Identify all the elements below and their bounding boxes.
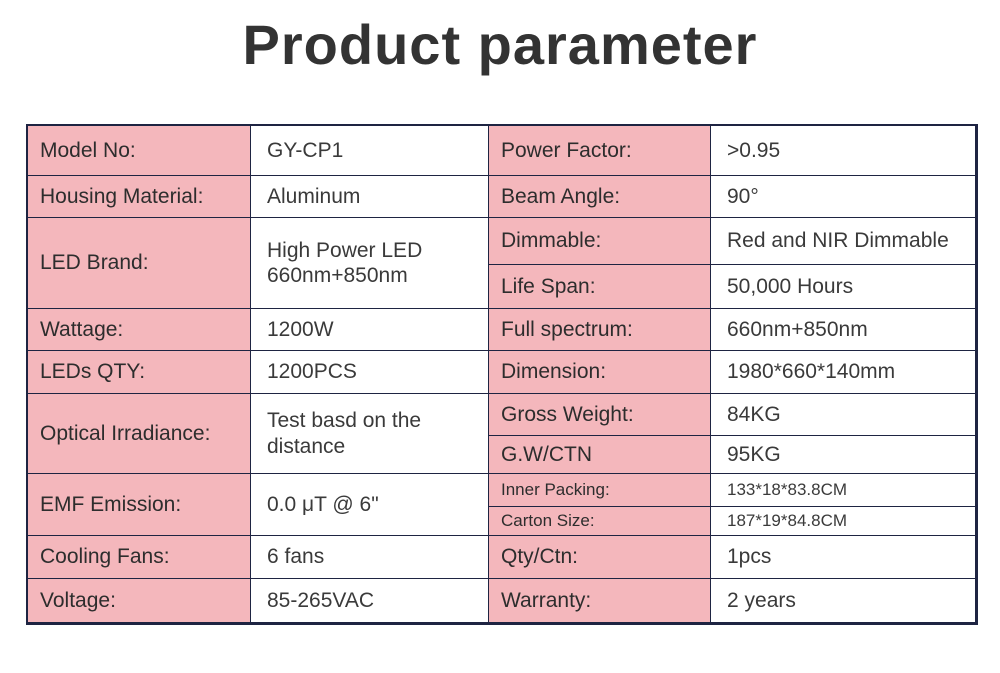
param-label: Dimmable: xyxy=(489,218,711,265)
cell-text: 133*18*83.8CM xyxy=(727,479,848,499)
cell-text: Qty/Ctn: xyxy=(501,545,579,569)
param-label: Full spectrum: xyxy=(489,309,711,351)
param-value: 2 years xyxy=(711,579,976,623)
cell-text: Warranty: xyxy=(501,588,592,612)
cell-text: 1200W xyxy=(267,317,334,341)
cell-text: Gross Weight: xyxy=(501,402,634,426)
param-label: G.W/CTN xyxy=(489,436,711,474)
param-label: Gross Weight: xyxy=(489,394,711,436)
param-label: LEDs QTY: xyxy=(28,351,251,394)
param-value: 187*19*84.8CM xyxy=(711,507,976,536)
param-label: Beam Angle: xyxy=(489,176,711,218)
cell-text: Housing Material: xyxy=(40,184,204,208)
title: Product parameter xyxy=(242,13,758,76)
param-value: Aluminum xyxy=(251,176,489,218)
param-label: Model No: xyxy=(28,126,251,176)
param-value: 1200W xyxy=(251,309,489,351)
cell-text: 660nm+850nm xyxy=(727,317,868,341)
cell-text: 84KG xyxy=(727,402,781,426)
param-label: Power Factor: xyxy=(489,126,711,176)
param-value: 1200PCS xyxy=(251,351,489,394)
cell-text: Voltage: xyxy=(40,588,116,612)
cell-text: 6 fans xyxy=(267,545,325,569)
cell-text: 95KG xyxy=(727,442,781,466)
param-value: 133*18*83.8CM xyxy=(711,474,976,507)
cell-text: GY-CP1 xyxy=(267,138,344,162)
text-line: 660nm+850nm xyxy=(267,264,408,287)
param-value: 0.0 μT @ 6" xyxy=(251,474,489,536)
param-value: 50,000 Hours xyxy=(711,265,976,309)
cell-text: Dimension: xyxy=(501,360,607,384)
param-value: 6 fans xyxy=(251,536,489,579)
param-value: 95KG xyxy=(711,436,976,474)
cell-text: Full spectrum: xyxy=(501,317,633,341)
param-value: 1980*660*140mm xyxy=(711,351,976,394)
param-value: 1pcs xyxy=(711,536,976,579)
cell-text: 90° xyxy=(727,184,759,208)
param-label: Inner Packing: xyxy=(489,474,711,507)
param-label: Warranty: xyxy=(489,579,711,623)
cell-text: EMF Emission: xyxy=(40,492,182,516)
cell-text: 1pcs xyxy=(727,545,772,569)
param-label: LED Brand: xyxy=(28,218,251,309)
cell-text: Inner Packing: xyxy=(501,479,610,499)
cell-text: 1980*660*140mm xyxy=(727,360,896,384)
param-label: Dimension: xyxy=(489,351,711,394)
cell-text: Life Span: xyxy=(501,274,596,298)
cell-text: Cooling Fans: xyxy=(40,545,170,569)
param-label: Housing Material: xyxy=(28,176,251,218)
cell-text: Power Factor: xyxy=(501,138,632,162)
cell-text: 50,000 Hours xyxy=(727,274,854,298)
cell-text: 1200PCS xyxy=(267,360,357,384)
cell-text: Aluminum xyxy=(267,184,361,208)
cell-text: Test basd on the distance xyxy=(267,409,422,458)
cell-text: 0.0 μT @ 6" xyxy=(267,492,379,516)
cell-text: 2 years xyxy=(727,588,796,612)
cell-text: Model No: xyxy=(40,138,136,162)
cell-text: Optical Irradiance: xyxy=(40,421,211,445)
param-value: >0.95 xyxy=(711,126,976,176)
param-value: 84KG xyxy=(711,394,976,436)
param-value: Test basd on the distance xyxy=(251,394,489,474)
text-line: High Power LED xyxy=(267,238,423,262)
cell-text: Beam Angle: xyxy=(501,184,621,208)
param-value: 660nm+850nm xyxy=(711,309,976,351)
cell-text: 187*19*84.8CM xyxy=(727,510,848,530)
cell-text: Wattage: xyxy=(40,317,124,341)
param-value: 90° xyxy=(711,176,976,218)
param-value: GY-CP1 xyxy=(251,126,489,176)
cell-text: Carton Size: xyxy=(501,510,595,530)
param-label: Voltage: xyxy=(28,579,251,623)
param-value: Red and NIR Dimmable xyxy=(711,218,976,265)
param-value: 85-265VAC xyxy=(251,579,489,623)
cell-text: LED Brand: xyxy=(40,251,149,275)
cell-text: G.W/CTN xyxy=(501,442,592,466)
param-label: Qty/Ctn: xyxy=(489,536,711,579)
cell-text: Dimmable: xyxy=(501,229,602,253)
param-label: Optical Irradiance: xyxy=(28,394,251,474)
param-value: High Power LED 660nm+850nm xyxy=(251,218,489,309)
param-label: Cooling Fans: xyxy=(28,536,251,579)
cell-text: LEDs QTY: xyxy=(40,360,146,384)
cell-text: Red and NIR Dimmable xyxy=(727,229,949,253)
cell-text: High Power LED 660nm+850nm xyxy=(267,238,422,288)
cell-text: 85-265VAC xyxy=(267,588,375,612)
param-label: Carton Size: xyxy=(489,507,711,536)
cell-text: >0.95 xyxy=(727,138,781,162)
parameter-table: Model No: GY-CP1 Housing Material: Aluminum… xyxy=(26,124,978,625)
param-label: EMF Emission: xyxy=(28,474,251,536)
param-label: Life Span: xyxy=(489,265,711,309)
param-label: Wattage: xyxy=(28,309,251,351)
